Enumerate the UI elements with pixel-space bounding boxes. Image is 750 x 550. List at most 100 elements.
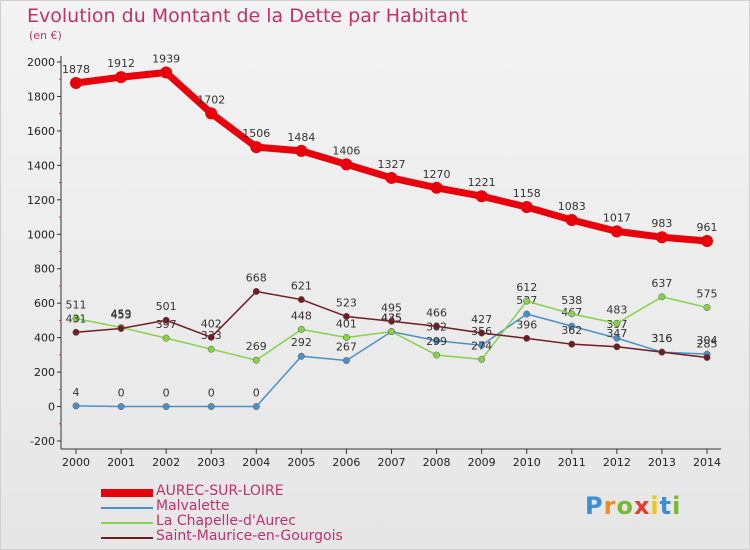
data-label: 267 — [336, 341, 357, 354]
data-point — [613, 319, 621, 327]
data-point — [72, 328, 80, 336]
y-tick-label: 600 — [34, 297, 55, 310]
data-label: 431 — [66, 312, 87, 325]
data-point — [252, 288, 260, 295]
data-label: 575 — [697, 287, 718, 300]
data-label: 304 — [697, 334, 718, 347]
data-label: 1017 — [603, 211, 631, 224]
data-label: 0 — [253, 387, 260, 400]
x-tick-label: 2000 — [62, 456, 90, 469]
data-point — [252, 403, 260, 410]
data-point — [340, 158, 353, 171]
logo-letter: i — [650, 492, 660, 520]
data-point — [475, 190, 488, 203]
legend-swatch — [101, 507, 153, 509]
x-tick-label: 2002 — [152, 456, 180, 469]
data-label: 285 — [697, 337, 718, 350]
data-point — [205, 107, 218, 120]
data-point — [117, 325, 125, 332]
data-point — [388, 317, 395, 325]
data-label: 347 — [606, 327, 627, 340]
x-tick-label: 2004 — [242, 456, 270, 469]
data-point — [658, 293, 666, 301]
legend-label: La Chapelle-d'Aurec — [156, 513, 296, 529]
data-point — [342, 334, 350, 341]
data-label: 1939 — [152, 53, 180, 66]
data-label: 396 — [516, 318, 537, 331]
data-point — [478, 329, 486, 337]
data-point — [342, 357, 350, 364]
data-label: 453 — [111, 309, 132, 322]
proxiti-logo: Proxiti — [585, 492, 681, 520]
data-label: 466 — [426, 306, 447, 319]
data-point — [478, 355, 486, 363]
data-label: 1406 — [332, 144, 360, 157]
data-label: 448 — [291, 309, 312, 322]
y-tick-label: 1800 — [27, 90, 55, 103]
chart-title: Evolution du Montant de la Dette par Hab… — [27, 5, 468, 27]
data-point — [162, 403, 170, 410]
data-point — [433, 337, 441, 345]
y-tick-label: 0 — [48, 401, 55, 414]
y-tick-label: 1400 — [27, 159, 55, 172]
data-label: 292 — [291, 336, 312, 349]
data-label: 668 — [246, 271, 267, 284]
y-tick-label: 1600 — [27, 125, 55, 138]
y-tick-label: 1200 — [27, 194, 55, 207]
data-point — [613, 334, 621, 342]
data-point — [568, 340, 576, 348]
data-label: 1083 — [558, 200, 586, 213]
data-point — [162, 334, 170, 342]
data-label: 0 — [208, 387, 215, 400]
data-point — [433, 351, 441, 359]
legend-swatch — [101, 489, 153, 497]
data-point — [250, 141, 263, 154]
x-tick-label: 2012 — [603, 456, 631, 469]
data-point — [117, 403, 125, 410]
data-label: 961 — [697, 221, 718, 234]
data-label: 983 — [651, 217, 672, 230]
x-tick-label: 2003 — [197, 456, 225, 469]
data-label: 1158 — [513, 187, 541, 200]
data-label: 274 — [471, 339, 492, 352]
data-point — [297, 352, 305, 360]
data-label: 401 — [336, 317, 357, 330]
data-label: 511 — [66, 299, 87, 312]
data-point — [433, 322, 441, 330]
legend-swatch — [101, 537, 153, 539]
data-label: 1506 — [242, 127, 270, 140]
data-label: 316 — [651, 332, 672, 345]
x-tick-label: 2010 — [513, 456, 541, 469]
x-tick-label: 2013 — [648, 456, 676, 469]
y-tick-label: 1000 — [27, 228, 55, 241]
data-point — [701, 234, 713, 247]
logo-letter: r — [603, 492, 617, 520]
data-point — [568, 310, 576, 318]
data-label: 0 — [163, 387, 170, 400]
data-label: 1221 — [468, 176, 496, 189]
data-point — [610, 225, 623, 238]
data-point — [703, 304, 711, 311]
data-label: 1484 — [287, 131, 315, 144]
data-point — [207, 345, 215, 353]
data-point — [162, 316, 170, 324]
legend-label: Malvalette — [156, 498, 230, 514]
data-label: 0 — [118, 387, 125, 400]
data-label: 495 — [381, 301, 402, 314]
x-tick-label: 2008 — [423, 456, 451, 469]
data-label: 299 — [426, 335, 447, 348]
data-label: 316 — [651, 332, 672, 345]
legend-swatch — [101, 522, 153, 524]
y-tick-label: -200 — [30, 435, 55, 448]
x-tick-label: 2007 — [378, 456, 406, 469]
data-point — [115, 71, 128, 84]
y-tick-label: 200 — [34, 366, 55, 379]
logo-letter: x — [633, 492, 651, 520]
chart-subtitle: (en €) — [29, 29, 62, 42]
data-point — [388, 328, 395, 336]
data-point — [430, 181, 443, 194]
data-label: 538 — [561, 294, 582, 307]
data-point — [613, 343, 621, 351]
legend-label: Saint-Maurice-en-Gourgois — [156, 528, 343, 544]
